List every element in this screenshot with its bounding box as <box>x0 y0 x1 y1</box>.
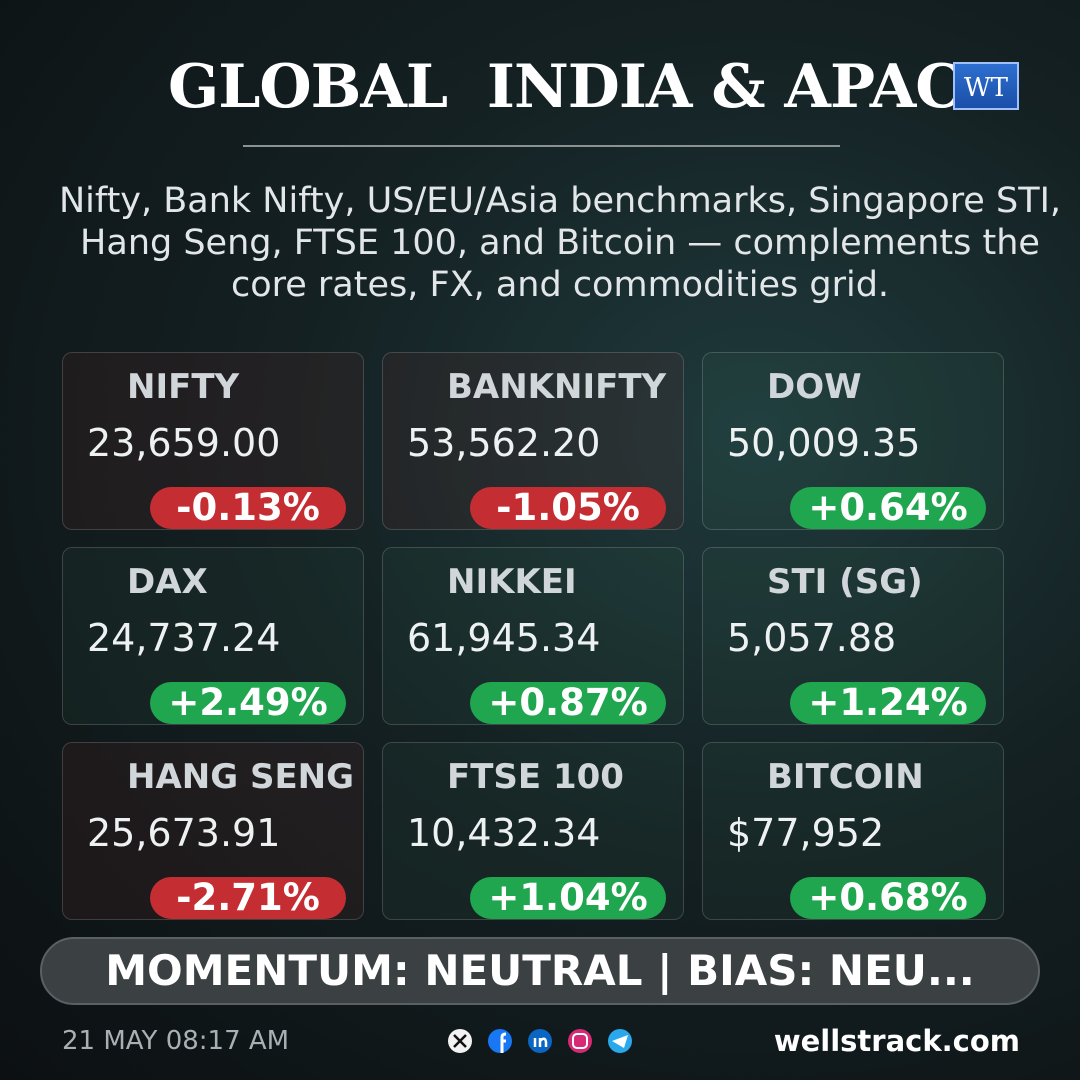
card-name: NIKKEI <box>447 562 577 602</box>
card-price: 23,659.00 <box>87 421 281 465</box>
card-name: FTSE 100 <box>447 757 624 797</box>
change-badge: +1.04% <box>470 877 666 919</box>
card-price: 10,432.34 <box>407 811 601 855</box>
card-name: STI (SG) <box>767 562 923 602</box>
card-name: NIFTY <box>127 367 240 407</box>
subtitle: Nifty, Bank Nifty, US/EU/Asia benchmarks… <box>58 181 1062 305</box>
title: GLOBAL INDIA & APAC <box>167 52 963 122</box>
card-name: DAX <box>127 562 208 602</box>
website: wellstrack.com <box>773 1024 1020 1058</box>
card-price: 24,737.24 <box>87 616 281 660</box>
card-price: 25,673.91 <box>87 811 281 855</box>
card-name: BANKNIFTY <box>447 367 667 407</box>
banner: MOMENTUM: NEUTRAL | BIAS: NEU... <box>40 937 1040 1005</box>
timestamp: 21 MAY 08:17 AM <box>62 1026 290 1056</box>
change-badge: +0.68% <box>790 877 986 919</box>
instagram-glyph <box>572 1033 588 1049</box>
card-name: DOW <box>767 367 862 407</box>
change-badge: -1.05% <box>470 487 666 529</box>
card-price: 50,009.35 <box>727 421 921 465</box>
card-name: BITCOIN <box>767 757 924 797</box>
telegram-glyph <box>612 1035 628 1048</box>
logo: WT <box>953 62 1019 110</box>
divider <box>243 145 840 147</box>
card-price: 61,945.34 <box>407 616 601 660</box>
change-badge: +2.49% <box>150 682 346 724</box>
change-badge: +1.24% <box>790 682 986 724</box>
card-price: $77,952 <box>727 811 885 855</box>
card-name: HANG SENG <box>127 757 355 797</box>
card-price: 53,562.20 <box>407 421 601 465</box>
linkedin-glyph <box>533 1037 548 1047</box>
facebook-icon[interactable] <box>488 1029 512 1053</box>
change-badge: +0.64% <box>790 487 986 529</box>
change-badge: +0.87% <box>470 682 666 724</box>
instagram-icon[interactable] <box>568 1029 592 1053</box>
facebook-glyph <box>500 1032 507 1053</box>
change-badge: -0.13% <box>150 487 346 529</box>
x-glyph <box>453 1034 467 1048</box>
change-badge: -2.71% <box>150 877 346 919</box>
social-icons <box>448 1029 632 1053</box>
card-price: 5,057.88 <box>727 616 897 660</box>
